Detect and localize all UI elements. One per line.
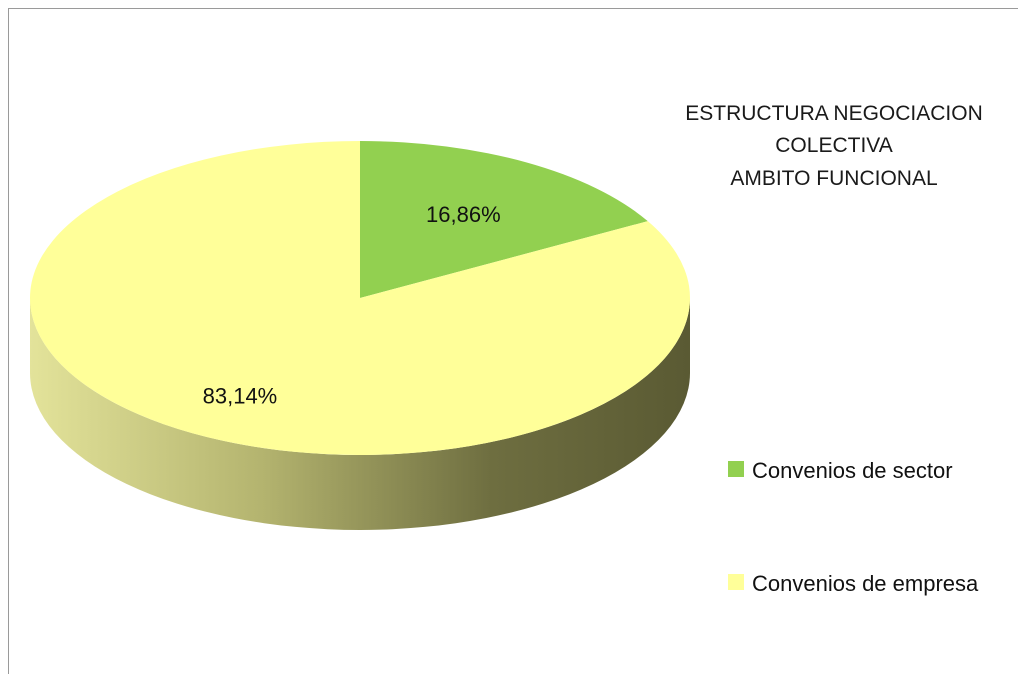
pie-slices [29,141,691,455]
chart-title-line-1: ESTRUCTURA NEGOCIACION [685,102,983,125]
chart-title: ESTRUCTURA NEGOCIACION COLECTIVA AMBITO … [685,102,983,190]
data-label-convenios-de-sector: 16,86% [426,202,501,227]
pie-slice-convenios-de-sector [360,141,648,298]
chart-title-line-2: COLECTIVA [775,134,892,157]
legend-label-convenios-sector: Convenios de sector [752,458,953,483]
pie-side [30,298,690,530]
legend: Convenios de sector Convenios de empresa [728,458,979,596]
pie-slice-convenios-de-empresa [29,141,691,455]
chart-title-line-3: AMBITO FUNCIONAL [730,167,937,190]
legend-swatch-convenios-empresa [728,574,744,590]
pie-side-wall [30,298,690,530]
pie-data-labels: 16,86% 83,14% [203,202,501,409]
data-label-convenios-de-empresa: 83,14% [203,384,278,409]
chart-frame [8,8,1018,674]
legend-label-convenios-empresa: Convenios de empresa [752,571,979,596]
legend-swatch-convenios-sector [728,461,744,477]
